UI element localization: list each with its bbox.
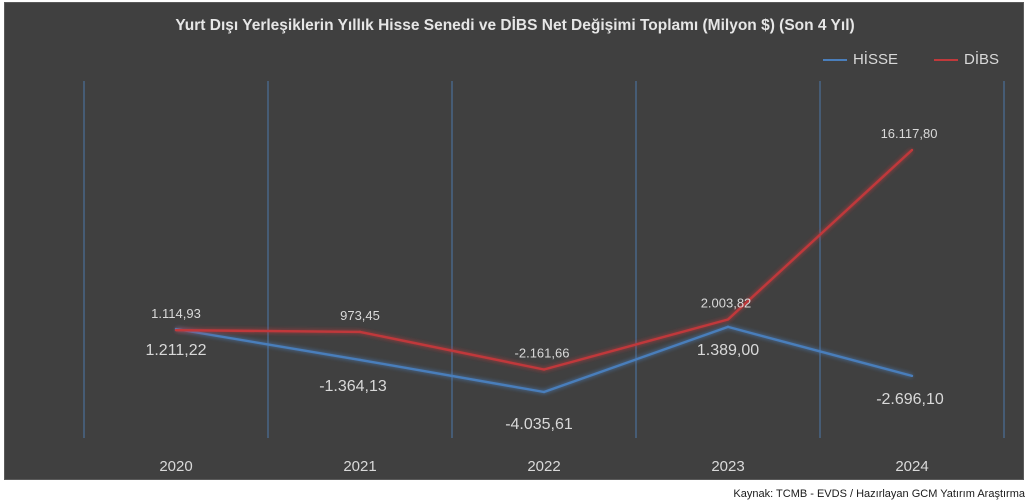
legend-item-dibs: DİBS [933,51,999,68]
data-label-hisse-2022: -4.035,61 [505,416,573,433]
data-point-dibs-2022 [542,368,546,371]
data-point-hisse-2024 [910,374,914,378]
source-note: Kaynak: TCMB - EVDS / Hazırlayan GCM Yat… [733,488,1025,500]
x-tick-label-2021: 2021 [343,458,376,475]
legend-label-hisse: HİSSE [852,51,898,68]
data-point-hisse-2023 [726,325,730,329]
x-tick-label-2022: 2022 [527,458,560,475]
legend-item-hisse: HİSSE [822,51,898,68]
x-tick-label-2024: 2024 [895,458,928,475]
data-label-dibs-2024: 16.117,80 [881,126,938,141]
legend-swatch-dibs [933,58,958,61]
data-label-dibs-2022: -2.161,66 [515,345,570,360]
data-point-hisse-2022 [542,390,546,394]
data-label-hisse-2023: 1.389,00 [697,342,759,359]
data-point-dibs-2023 [726,318,730,321]
x-tick-label-2020: 2020 [159,458,192,475]
data-point-dibs-2020 [174,328,178,332]
data-label-hisse-2021: -1.364,13 [319,378,387,395]
chart-area: Yurt Dışı Yerleşiklerin Yıllık Hisse Sen… [4,2,1024,480]
data-label-dibs-2021: 973,45 [340,308,380,323]
legend-swatch-hisse [822,58,847,61]
legend: HİSSE DİBS [822,51,999,68]
data-point-dibs-2021 [358,330,362,334]
data-point-dibs-2024 [910,148,914,152]
data-label-hisse-2024: -2.696,10 [876,391,944,408]
chart-title: Yurt Dışı Yerleşiklerin Yıllık Hisse Sen… [175,17,855,34]
plot-svg: 2020 2021 2022 2023 2024 1.211,22 -1.364,13 -4.… [83,81,1005,475]
data-label-hisse-2020: 1.211,22 [145,342,206,359]
legend-label-dibs: DİBS [963,51,999,68]
data-label-dibs-2023: 2.003,82 [701,295,752,310]
x-tick-label-2023: 2023 [711,458,744,475]
data-label-dibs-2020: 1.114,93 [151,306,201,321]
data-point-hisse-2021 [358,358,362,362]
series-line-dibs [175,149,913,371]
